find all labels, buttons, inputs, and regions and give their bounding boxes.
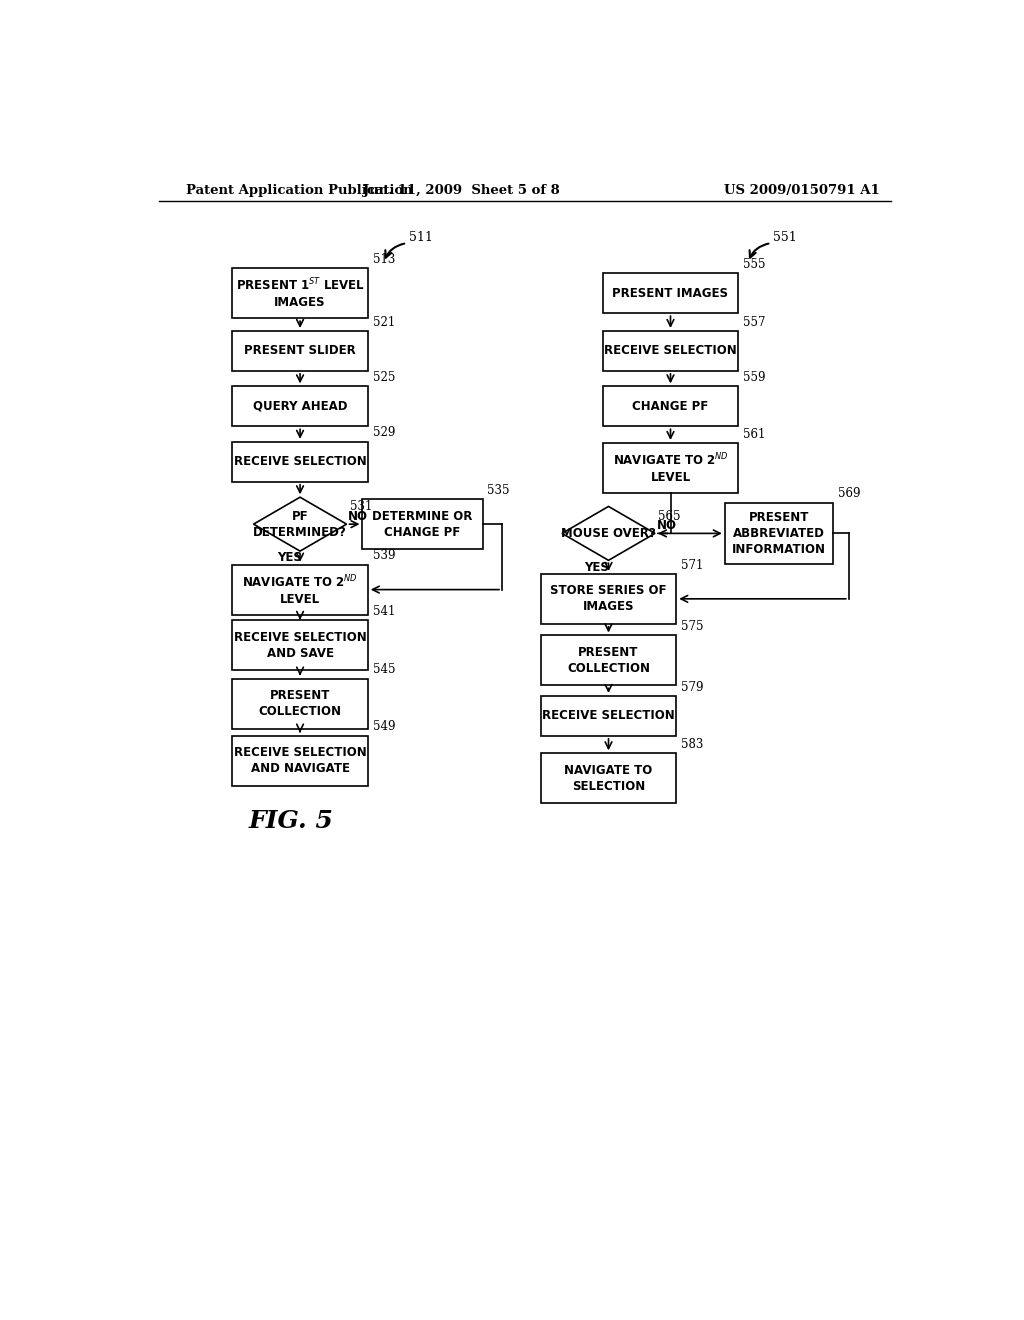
Text: Jun. 11, 2009  Sheet 5 of 8: Jun. 11, 2009 Sheet 5 of 8	[362, 185, 560, 197]
Text: RECEIVE SELECTION: RECEIVE SELECTION	[233, 455, 367, 469]
Bar	[232, 565, 368, 615]
Text: CHANGE PF: CHANGE PF	[633, 400, 709, 413]
Text: US 2009/0150791 A1: US 2009/0150791 A1	[724, 185, 880, 197]
Text: FIG. 5: FIG. 5	[248, 809, 333, 833]
Text: STORE SERIES OF
IMAGES: STORE SERIES OF IMAGES	[550, 585, 667, 614]
Text: YES: YES	[584, 561, 608, 574]
Bar	[232, 735, 368, 785]
Text: NAVIGATE TO
SELECTION: NAVIGATE TO SELECTION	[564, 764, 652, 793]
Text: RECEIVE SELECTION
AND SAVE: RECEIVE SELECTION AND SAVE	[233, 631, 367, 660]
Text: 525: 525	[373, 371, 395, 384]
Text: 531: 531	[349, 500, 372, 513]
Bar	[232, 268, 368, 318]
Bar	[603, 331, 738, 371]
Bar	[603, 387, 738, 426]
Text: 545: 545	[373, 663, 395, 676]
Bar	[603, 273, 738, 313]
Text: NO: NO	[656, 519, 677, 532]
Text: 529: 529	[373, 426, 395, 440]
Text: PRESENT IMAGES: PRESENT IMAGES	[612, 286, 728, 300]
Text: 541: 541	[373, 605, 395, 618]
Bar	[725, 503, 834, 564]
Text: PRESENT SLIDER: PRESENT SLIDER	[244, 345, 356, 358]
Text: YES: YES	[276, 552, 302, 565]
Bar	[541, 696, 676, 737]
Text: 555: 555	[743, 257, 766, 271]
Text: 539: 539	[373, 549, 395, 562]
Text: PRESENT 1$^{ST}$ LEVEL
IMAGES: PRESENT 1$^{ST}$ LEVEL IMAGES	[236, 277, 365, 309]
Text: 559: 559	[743, 371, 766, 384]
Text: PRESENT
COLLECTION: PRESENT COLLECTION	[567, 645, 650, 675]
Bar	[232, 620, 368, 671]
Bar	[232, 331, 368, 371]
Text: PF
DETERMINED?: PF DETERMINED?	[253, 510, 347, 539]
Bar	[603, 444, 738, 492]
Text: PRESENT
ABBREVIATED
INFORMATION: PRESENT ABBREVIATED INFORMATION	[732, 511, 826, 556]
Text: NAVIGATE TO 2$^{ND}$
LEVEL: NAVIGATE TO 2$^{ND}$ LEVEL	[612, 451, 728, 484]
Text: MOUSE OVER?: MOUSE OVER?	[561, 527, 656, 540]
Text: Patent Application Publication: Patent Application Publication	[186, 185, 413, 197]
Bar	[362, 499, 482, 549]
Text: 583: 583	[681, 738, 703, 751]
Text: 569: 569	[838, 487, 860, 500]
Text: 575: 575	[681, 620, 703, 634]
Text: 511: 511	[409, 231, 432, 244]
Text: 549: 549	[373, 721, 395, 733]
Text: RECEIVE SELECTION
AND NAVIGATE: RECEIVE SELECTION AND NAVIGATE	[233, 746, 367, 775]
Text: 579: 579	[681, 681, 703, 693]
Text: 561: 561	[743, 428, 765, 441]
Text: 571: 571	[681, 558, 703, 572]
Bar	[232, 387, 368, 426]
Text: NAVIGATE TO 2$^{ND}$
LEVEL: NAVIGATE TO 2$^{ND}$ LEVEL	[242, 573, 358, 606]
Bar	[541, 754, 676, 804]
Bar	[232, 678, 368, 729]
Bar	[541, 635, 676, 685]
Polygon shape	[254, 498, 346, 552]
Bar	[232, 442, 368, 482]
Bar	[541, 574, 676, 624]
Text: 521: 521	[373, 315, 395, 329]
Text: RECEIVE SELECTION: RECEIVE SELECTION	[542, 709, 675, 722]
Text: 551: 551	[773, 231, 797, 244]
Text: QUERY AHEAD: QUERY AHEAD	[253, 400, 347, 413]
Text: 513: 513	[373, 253, 395, 265]
Text: PRESENT
COLLECTION: PRESENT COLLECTION	[258, 689, 342, 718]
Text: NO: NO	[348, 510, 368, 523]
Polygon shape	[562, 507, 655, 561]
Text: 565: 565	[658, 510, 681, 523]
Text: DETERMINE OR
CHANGE PF: DETERMINE OR CHANGE PF	[373, 510, 473, 539]
Text: 535: 535	[487, 484, 510, 496]
Text: 557: 557	[743, 315, 766, 329]
Text: RECEIVE SELECTION: RECEIVE SELECTION	[604, 345, 737, 358]
